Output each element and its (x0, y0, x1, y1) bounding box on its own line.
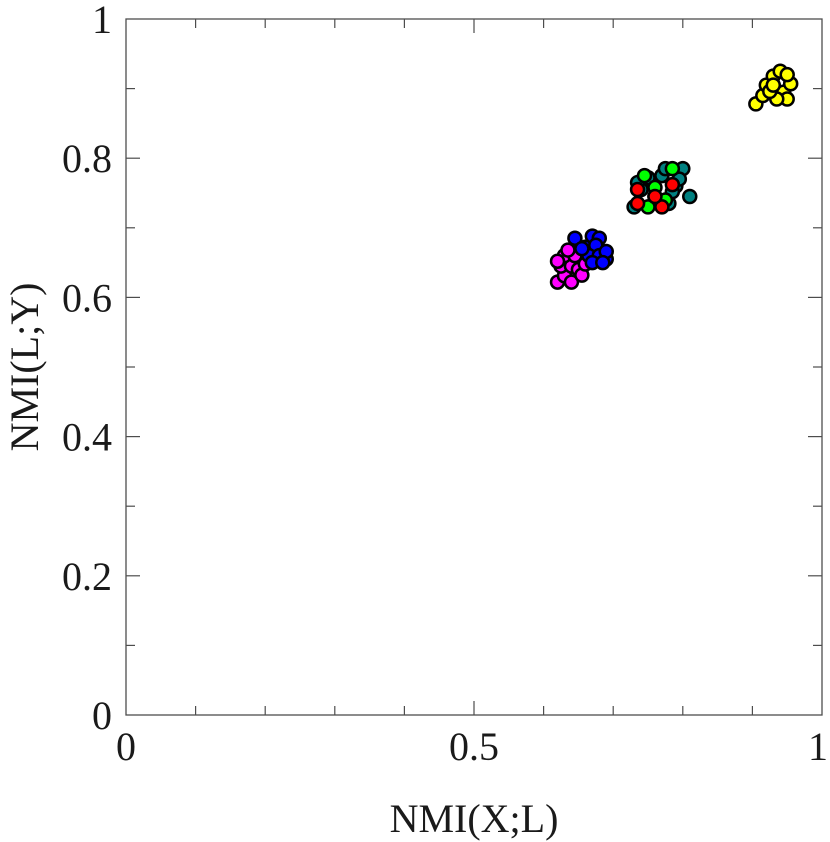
data-point (765, 77, 782, 93)
data-point (647, 188, 663, 205)
data-point (779, 66, 795, 83)
tick-marks (126, 19, 822, 715)
data-point (636, 167, 653, 184)
y-tick-label: 0.6 (62, 275, 112, 320)
x-tick-label: 0.5 (449, 724, 499, 769)
y-tick-label: 1 (92, 0, 112, 42)
y-tick-label: 0.8 (62, 136, 112, 181)
series-0 (549, 242, 594, 290)
x-tick-label: 1 (808, 724, 828, 769)
data-point (563, 274, 580, 290)
x-axis-label: NMI(X;L) (390, 796, 559, 841)
data-point (664, 160, 681, 177)
data-point (629, 181, 646, 198)
data-point (654, 199, 670, 215)
tick-labels: 0 0.5 1 0 0.2 0.4 0.6 0.8 1 (62, 0, 828, 769)
data-point (664, 176, 681, 193)
plot-frame (125, 18, 823, 716)
data-point (682, 188, 698, 205)
y-tick-label: 0 (92, 693, 112, 738)
data-points (549, 63, 799, 290)
data-point (549, 253, 566, 269)
series-5 (748, 63, 799, 112)
y-tick-label: 0.4 (62, 415, 112, 460)
data-point (574, 240, 590, 257)
series-1 (567, 228, 614, 271)
data-point (567, 230, 583, 246)
y-axis-label: NMI(L;Y) (2, 283, 47, 452)
series-4 (629, 176, 681, 215)
data-point (629, 195, 646, 212)
data-point (595, 254, 611, 271)
x-tick-label: 0 (116, 724, 136, 769)
y-tick-label: 0.2 (62, 554, 112, 599)
